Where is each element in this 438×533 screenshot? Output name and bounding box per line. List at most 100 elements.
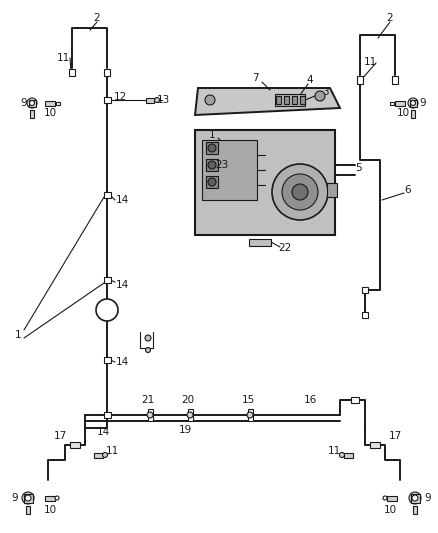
Polygon shape [195, 88, 340, 115]
Circle shape [208, 161, 216, 169]
Bar [275, 94, 305, 106]
Text: 9: 9 [21, 98, 27, 108]
Text: 2: 2 [387, 13, 393, 23]
Bar [300, 96, 304, 104]
Text: 17: 17 [389, 431, 402, 441]
Text: 10: 10 [396, 108, 410, 118]
Bar [390, 101, 394, 104]
Bar [276, 96, 280, 104]
Text: 10: 10 [383, 505, 396, 515]
Bar [24, 494, 32, 503]
Bar [202, 140, 257, 200]
Text: 4: 4 [307, 75, 313, 85]
Text: 11: 11 [364, 57, 377, 67]
Bar [362, 287, 368, 293]
Text: 11: 11 [106, 446, 119, 456]
Bar [410, 100, 417, 107]
Circle shape [412, 495, 418, 501]
Text: 9: 9 [425, 493, 431, 503]
Bar [70, 442, 80, 448]
Bar [103, 192, 110, 198]
Circle shape [315, 91, 325, 101]
Bar [26, 506, 30, 514]
Text: 22: 22 [279, 243, 292, 253]
Circle shape [205, 95, 215, 105]
Circle shape [383, 496, 387, 500]
Bar [69, 69, 75, 76]
Bar [195, 130, 335, 235]
Bar [292, 96, 297, 104]
Text: 14: 14 [115, 195, 129, 205]
Circle shape [25, 495, 31, 501]
Bar [103, 412, 110, 418]
Text: 5: 5 [355, 163, 361, 173]
Text: 19: 19 [178, 425, 192, 435]
Circle shape [272, 164, 328, 220]
Bar [411, 110, 415, 118]
Text: 17: 17 [53, 431, 67, 441]
Text: 15: 15 [241, 395, 254, 405]
Text: 9: 9 [12, 493, 18, 503]
Text: 11: 11 [327, 446, 341, 456]
Circle shape [155, 98, 159, 102]
Bar [187, 409, 192, 421]
Circle shape [55, 496, 59, 500]
Circle shape [409, 492, 421, 504]
Text: 20: 20 [181, 395, 194, 405]
Circle shape [96, 299, 118, 321]
Bar [343, 453, 353, 457]
Text: 11: 11 [57, 53, 70, 63]
Circle shape [27, 98, 37, 108]
Text: 14: 14 [115, 357, 129, 367]
Text: 14: 14 [96, 427, 110, 437]
Circle shape [102, 453, 107, 457]
Text: 10: 10 [43, 108, 57, 118]
Bar [362, 312, 368, 318]
Circle shape [187, 412, 193, 418]
Circle shape [208, 144, 216, 152]
Bar [30, 110, 34, 118]
Bar [247, 409, 252, 421]
Bar [370, 442, 380, 448]
Text: 12: 12 [113, 92, 127, 102]
Text: 3: 3 [321, 87, 328, 97]
Circle shape [282, 174, 318, 210]
Bar [45, 101, 55, 106]
Bar [148, 409, 152, 421]
Bar [357, 76, 363, 84]
Text: 13: 13 [156, 95, 170, 105]
Bar [249, 238, 271, 246]
Bar [206, 142, 218, 154]
Bar [413, 506, 417, 514]
Circle shape [208, 178, 216, 186]
Bar [146, 98, 154, 102]
Text: 16: 16 [304, 395, 317, 405]
Bar [206, 159, 218, 171]
Bar [45, 496, 55, 500]
Circle shape [29, 101, 35, 106]
Bar [104, 69, 110, 76]
Text: 14: 14 [115, 280, 129, 290]
Bar [387, 496, 397, 500]
Text: 7: 7 [252, 73, 258, 83]
Bar [103, 97, 110, 103]
Text: 10: 10 [43, 505, 57, 515]
Circle shape [22, 492, 34, 504]
Bar [351, 397, 359, 403]
Text: 23: 23 [215, 160, 229, 170]
Bar [283, 96, 289, 104]
Circle shape [145, 335, 151, 341]
Bar [395, 101, 405, 106]
Bar [410, 494, 420, 503]
Circle shape [145, 348, 151, 352]
Bar [392, 76, 398, 84]
Circle shape [408, 98, 418, 108]
Bar [56, 101, 60, 104]
Bar [28, 100, 35, 107]
Text: 1: 1 [15, 330, 21, 340]
Bar [103, 357, 110, 363]
Bar [206, 176, 218, 188]
Circle shape [147, 412, 153, 418]
Text: 21: 21 [141, 395, 155, 405]
Circle shape [339, 453, 345, 457]
